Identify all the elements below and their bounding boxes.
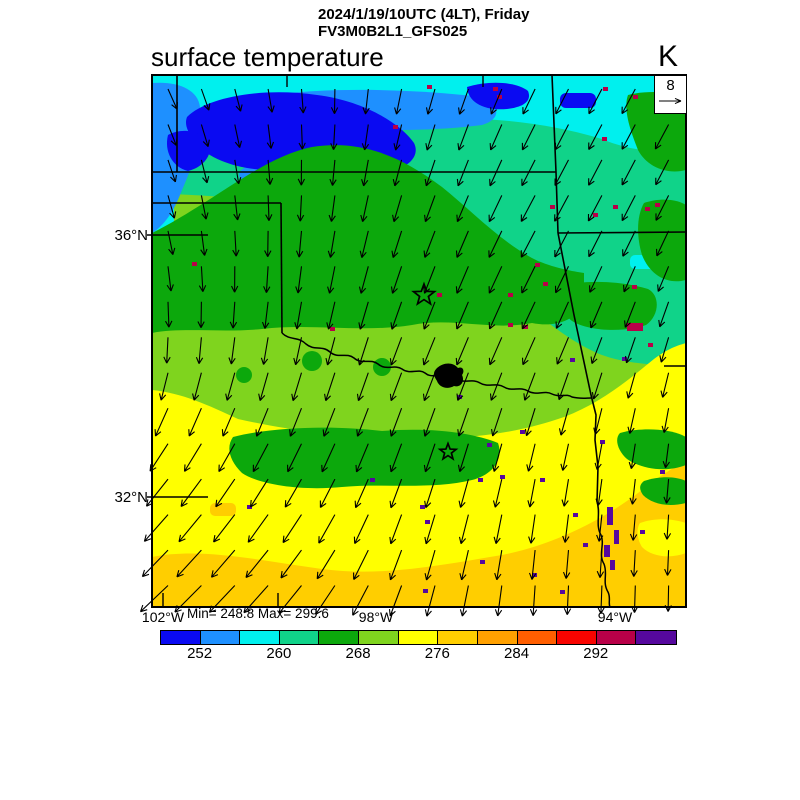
speck-296k	[480, 560, 485, 564]
speck-292k	[613, 205, 618, 209]
speck-292k	[192, 262, 197, 266]
border-ok-west	[280, 202, 283, 334]
colorbar-tick-label: 292	[583, 645, 609, 662]
wind-reference-box: 8	[654, 75, 687, 114]
star-marker	[411, 281, 437, 306]
speck-292k	[493, 87, 498, 91]
colorbar-tick-labels: 252 260 268 276 284 292	[160, 645, 675, 663]
temperature-field	[152, 75, 686, 607]
speck-296k	[622, 357, 627, 361]
speck-296k	[640, 530, 645, 534]
state-borders	[152, 74, 687, 503]
river-southeast	[596, 501, 611, 608]
speck-292k	[632, 285, 637, 289]
speck-296k	[423, 589, 428, 593]
wind-reference-value: 8	[666, 77, 675, 94]
model-run-line: FV3M0B2L1_GFS025	[318, 23, 468, 40]
lon-label-98w: 98°W	[358, 609, 394, 625]
colorbar-tick-label: 284	[504, 645, 530, 662]
colorbar-tick-label: 268	[345, 645, 371, 662]
speck-296k	[520, 430, 525, 434]
valid-time-line: 2024/1/19/10UTC (4LT), Friday	[318, 6, 530, 23]
colorbar-segment	[161, 631, 201, 644]
speck-296k	[660, 470, 665, 474]
speck-296k	[604, 545, 610, 557]
lat-label-32n: 32°N	[114, 489, 148, 506]
speck-296k	[370, 478, 375, 482]
speck-292k	[602, 137, 607, 141]
speck-296k	[478, 478, 483, 482]
speck-296k	[420, 505, 425, 509]
lon-label-102w: 102°W	[141, 609, 185, 625]
colorbar-segment	[438, 631, 478, 644]
grid-ticks	[147, 75, 686, 607]
speck-292k	[593, 213, 598, 217]
speck-296k	[247, 505, 252, 509]
speck-292k	[535, 263, 540, 267]
speck-296k	[583, 543, 588, 547]
speck-292k	[648, 343, 653, 347]
speck-292k	[508, 293, 513, 297]
border-mo-ar	[557, 231, 687, 234]
star-marker	[437, 441, 459, 461]
lat-label-36n: 36°N	[114, 227, 148, 244]
speck-296k	[500, 475, 505, 479]
wind-reference-arrow	[658, 97, 681, 105]
speck-296k	[487, 443, 492, 447]
extreme-value-specks	[192, 85, 665, 594]
speck-292k	[427, 85, 432, 89]
min-max-stats: Min= 248.8 Max= 299.6	[187, 606, 329, 621]
colorbar-segment	[319, 631, 360, 644]
map-frame	[151, 74, 687, 608]
speck-296k	[600, 440, 605, 444]
colorbar-segment	[636, 631, 676, 644]
colorbar-segment	[200, 631, 241, 644]
lon-label-94w: 94°W	[597, 609, 633, 625]
colorbar	[160, 630, 677, 645]
speck-296k	[573, 513, 578, 517]
colorbar-segment	[359, 631, 399, 644]
colorbar-segment	[279, 631, 320, 644]
speck-296k	[607, 507, 613, 525]
colorbar-segment	[517, 631, 558, 644]
unit-label: K	[658, 40, 679, 73]
wind-arrows	[139, 88, 672, 617]
wind-arrow-field	[139, 88, 672, 617]
speck-296k	[610, 560, 615, 570]
speck-296k	[614, 530, 619, 544]
border-ks-mo	[551, 74, 559, 234]
temperature-map	[139, 74, 687, 617]
speck-292k	[645, 207, 650, 211]
speck-292k	[393, 125, 398, 129]
station-markers	[411, 281, 459, 461]
speck-292k	[627, 323, 643, 331]
speck-296k	[425, 520, 430, 524]
colorbar-tick-label: 260	[266, 645, 292, 662]
speck-292k	[543, 282, 548, 286]
speck-292k	[603, 87, 608, 91]
colorbar-tick-label: 276	[424, 645, 450, 662]
colorbar-segment	[557, 631, 597, 644]
speck-292k	[508, 323, 513, 327]
speck-292k	[437, 293, 442, 297]
title-block: 2024/1/19/10UTC (4LT), Friday FV3M0B2L1_…	[318, 6, 529, 40]
variable-heading: surface temperature	[151, 42, 384, 72]
border-ok-ar	[557, 232, 592, 396]
speck-292k	[633, 95, 638, 99]
border-tx-ar	[590, 394, 599, 503]
speck-292k	[330, 327, 335, 331]
speck-292k	[550, 205, 555, 209]
lake-texoma	[434, 363, 464, 388]
speck-296k	[570, 358, 575, 362]
colorbar-segment	[240, 631, 280, 644]
colorbar-tick-label: 252	[187, 645, 213, 662]
speck-296k	[560, 590, 565, 594]
speck-296k	[540, 478, 545, 482]
colorbar-segment	[398, 631, 439, 644]
colorbar-segment	[596, 631, 637, 644]
colorbar-segment	[477, 631, 518, 644]
speck-292k	[655, 203, 660, 207]
speck-292k	[497, 95, 502, 99]
